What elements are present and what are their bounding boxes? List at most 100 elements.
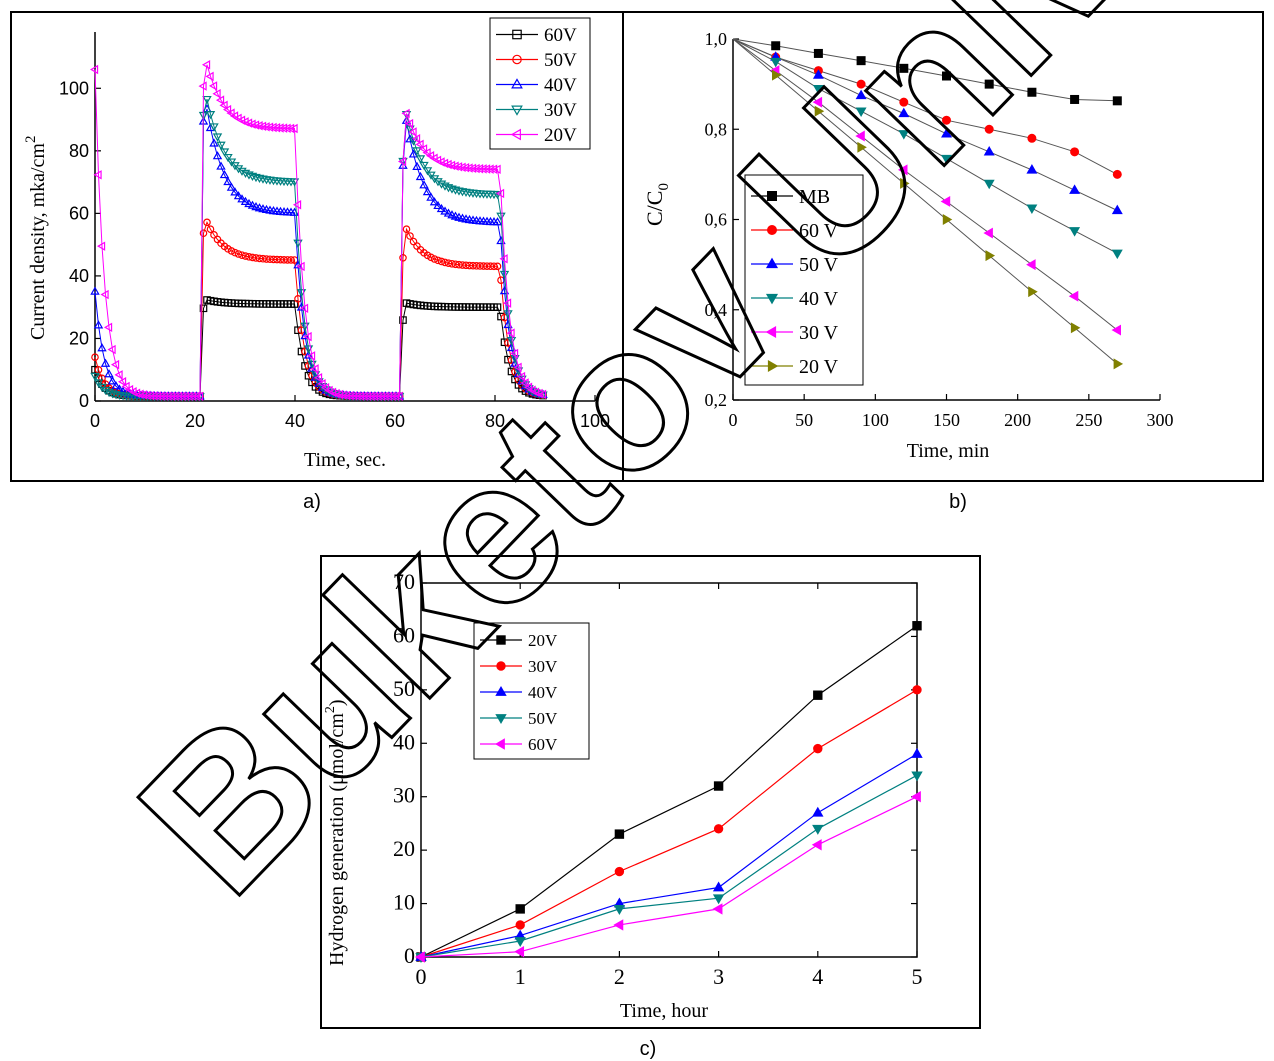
data-point — [912, 685, 922, 695]
data-point — [268, 122, 277, 133]
data-point — [412, 147, 422, 156]
data-point — [290, 300, 299, 308]
data-point — [457, 162, 466, 173]
data-point — [135, 389, 144, 399]
series-line — [732, 38, 1118, 365]
legend-box — [489, 17, 591, 150]
legend-marker — [767, 191, 777, 201]
data-point — [814, 105, 825, 117]
data-point — [338, 390, 347, 400]
data-point — [212, 151, 223, 160]
data-point — [334, 389, 344, 400]
data-point — [212, 89, 221, 99]
series-line — [94, 98, 544, 397]
panel-a-label: a) — [303, 491, 321, 513]
data-point — [219, 148, 230, 157]
series-line — [420, 774, 918, 958]
data-point — [408, 127, 417, 137]
legend-marker — [495, 685, 507, 696]
legend-marker — [494, 738, 505, 750]
data-point — [912, 621, 922, 631]
y-tick-label: 70 — [393, 569, 415, 594]
data-point — [855, 89, 867, 100]
legend-marker — [512, 29, 522, 40]
legend-label: 20V — [528, 631, 558, 650]
data-point — [110, 359, 120, 370]
data-point — [271, 123, 281, 133]
x-tick-label: 60 — [385, 411, 405, 431]
data-point — [89, 64, 99, 75]
data-point — [390, 391, 400, 402]
data-point — [138, 390, 148, 400]
data-point — [812, 824, 824, 835]
data-point — [107, 344, 116, 355]
data-point — [1026, 204, 1038, 215]
data-point — [453, 162, 463, 172]
x-tick-label: 100 — [580, 411, 610, 431]
watermark-text: Buketov Unive — [97, 0, 1251, 936]
data-point — [983, 146, 995, 156]
data-point — [771, 41, 781, 51]
data-point — [231, 248, 239, 257]
data-point — [103, 322, 113, 333]
legend-marker — [495, 714, 507, 725]
data-point — [813, 690, 823, 700]
data-point — [813, 48, 823, 58]
data-point — [855, 130, 865, 142]
series-line — [420, 753, 918, 958]
panel-b: 0 50 100 150 200 250 300 0,2 0,4 0,6 0,8 1,0 MB 60 V 5… — [642, 29, 1174, 462]
data-point — [219, 169, 230, 179]
data-point — [203, 218, 211, 227]
y-axis-label: Current density, mka/cm2 — [23, 136, 49, 341]
series-60V — [414, 791, 921, 963]
data-point — [812, 96, 823, 108]
data-point — [306, 351, 316, 361]
data-point — [247, 119, 256, 129]
data-point — [433, 178, 443, 187]
data-point — [984, 124, 994, 134]
data-point — [107, 390, 118, 399]
data-point — [462, 261, 470, 270]
data-point — [93, 379, 104, 388]
panel-a: 0 20 40 60 80 100 0 20 40 60 80 100 60V 50V 40V 30V 20V C… — [23, 17, 610, 471]
data-point — [283, 256, 292, 264]
data-point — [813, 743, 823, 754]
data-point — [514, 945, 525, 958]
data-point — [261, 122, 270, 132]
data-point — [499, 254, 508, 264]
data-point — [898, 107, 910, 118]
x-tick-label: 2 — [614, 964, 625, 989]
data-point — [1111, 324, 1121, 336]
y-tick-label: 0,8 — [705, 119, 728, 139]
legend-box — [744, 174, 864, 386]
y-tick-label: 1,0 — [705, 29, 728, 49]
data-point — [415, 139, 424, 150]
series-line — [94, 64, 544, 397]
data-point — [90, 286, 100, 295]
data-point — [394, 391, 403, 402]
legend-marker — [765, 325, 777, 339]
data-point — [412, 161, 422, 170]
series-40V — [90, 104, 548, 400]
y-tick-label: 80 — [69, 141, 89, 161]
data-point — [772, 69, 782, 81]
data-point — [942, 71, 951, 81]
data-point — [107, 376, 118, 385]
data-point — [97, 343, 107, 352]
legend-label: 20V — [544, 125, 577, 146]
data-point — [219, 100, 228, 111]
data-point — [199, 229, 208, 237]
series-30V — [732, 38, 1121, 336]
data-point — [206, 225, 215, 234]
data-point — [100, 386, 111, 396]
data-point — [440, 206, 450, 215]
series-line — [420, 796, 918, 958]
data-point — [208, 81, 218, 91]
data-point — [455, 260, 463, 269]
y-tick-label: 0,2 — [705, 390, 728, 410]
data-point — [422, 147, 431, 158]
x-tick-label: 3 — [713, 964, 724, 989]
legend-box — [473, 622, 590, 760]
x-tick-label: 0 — [416, 964, 427, 989]
